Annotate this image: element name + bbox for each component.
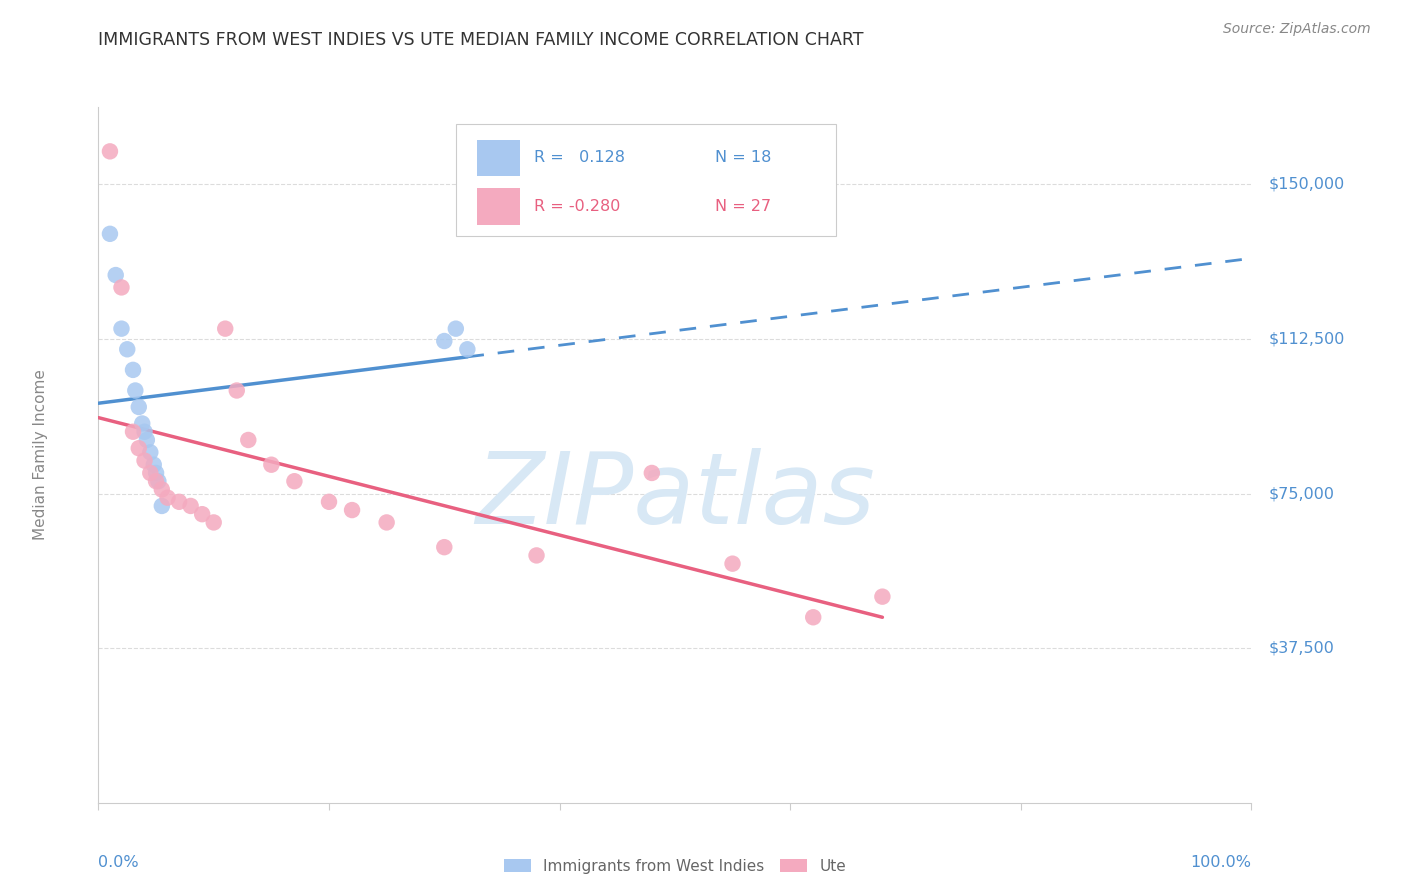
Point xyxy=(225,384,247,398)
Point xyxy=(128,441,150,455)
Text: N = 27: N = 27 xyxy=(716,199,772,214)
Point xyxy=(122,425,145,439)
Point xyxy=(156,491,179,505)
Point xyxy=(110,321,132,335)
Point xyxy=(134,453,156,467)
Text: 0.0%: 0.0% xyxy=(98,855,139,870)
Point xyxy=(98,145,121,159)
Point xyxy=(122,363,145,377)
Point xyxy=(433,540,456,554)
Point xyxy=(150,499,173,513)
Text: $150,000: $150,000 xyxy=(1268,177,1346,192)
Point xyxy=(131,417,153,431)
Text: $37,500: $37,500 xyxy=(1268,640,1334,656)
Point xyxy=(150,483,173,497)
Point xyxy=(142,458,165,472)
FancyBboxPatch shape xyxy=(477,188,520,225)
FancyBboxPatch shape xyxy=(456,124,837,235)
Point xyxy=(456,343,478,357)
Text: IMMIGRANTS FROM WEST INDIES VS UTE MEDIAN FAMILY INCOME CORRELATION CHART: IMMIGRANTS FROM WEST INDIES VS UTE MEDIA… xyxy=(98,31,863,49)
Point xyxy=(148,474,170,488)
Text: Median Family Income: Median Family Income xyxy=(34,369,48,541)
Point xyxy=(124,384,146,398)
Point xyxy=(721,557,744,571)
Point xyxy=(283,474,305,488)
Legend: Immigrants from West Indies, Ute: Immigrants from West Indies, Ute xyxy=(498,853,852,880)
Point xyxy=(98,227,121,241)
Point xyxy=(375,516,398,530)
Point xyxy=(526,549,548,563)
Point xyxy=(433,334,456,348)
Point xyxy=(128,400,150,414)
Text: ZIPatlas: ZIPatlas xyxy=(475,448,875,545)
Point xyxy=(117,343,139,357)
Text: $75,000: $75,000 xyxy=(1268,486,1334,501)
Point xyxy=(134,425,156,439)
Point xyxy=(801,610,824,624)
Point xyxy=(872,590,894,604)
Text: $112,500: $112,500 xyxy=(1268,332,1346,346)
Point xyxy=(139,445,162,459)
Point xyxy=(104,268,127,282)
Point xyxy=(202,516,225,530)
Text: R = -0.280: R = -0.280 xyxy=(534,199,620,214)
Point xyxy=(214,321,236,335)
Point xyxy=(167,495,190,509)
Text: R =   0.128: R = 0.128 xyxy=(534,151,626,165)
Point xyxy=(139,466,162,480)
Text: N = 18: N = 18 xyxy=(716,151,772,165)
Point xyxy=(318,495,340,509)
Point xyxy=(340,503,363,517)
Point xyxy=(444,321,467,335)
Point xyxy=(641,466,664,480)
Point xyxy=(191,507,214,521)
Point xyxy=(238,433,260,447)
Point xyxy=(180,499,202,513)
Text: 100.0%: 100.0% xyxy=(1191,855,1251,870)
Text: Source: ZipAtlas.com: Source: ZipAtlas.com xyxy=(1223,22,1371,37)
Point xyxy=(135,433,157,447)
Point xyxy=(145,474,167,488)
Point xyxy=(110,280,132,294)
FancyBboxPatch shape xyxy=(477,140,520,176)
Point xyxy=(145,466,167,480)
Point xyxy=(260,458,283,472)
